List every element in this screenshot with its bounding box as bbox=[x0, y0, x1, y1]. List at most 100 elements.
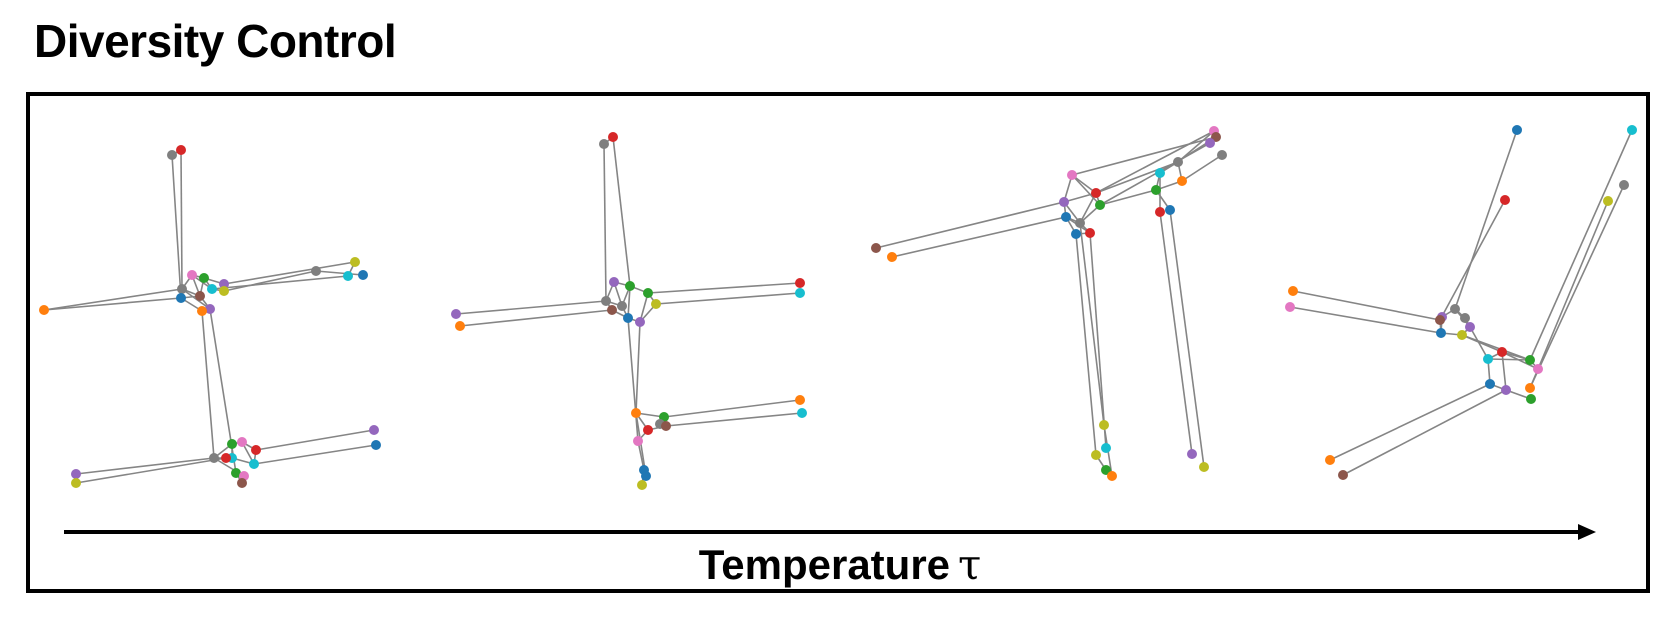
graph-edge bbox=[1095, 130, 1215, 194]
graph-node bbox=[1338, 470, 1348, 480]
graph-edge bbox=[1075, 233, 1097, 456]
graph-panel-2 bbox=[451, 132, 807, 490]
graph-node bbox=[607, 305, 617, 315]
graph-edge bbox=[1169, 209, 1205, 468]
graph-node bbox=[1457, 330, 1467, 340]
graph-panel-4 bbox=[1285, 125, 1637, 480]
graph-node bbox=[199, 273, 209, 283]
graph-node bbox=[195, 291, 205, 301]
graph-node bbox=[358, 270, 368, 280]
graph-node bbox=[1500, 195, 1510, 205]
graph-edge bbox=[1487, 358, 1531, 361]
graph-node bbox=[601, 296, 611, 306]
graph-node bbox=[1525, 355, 1535, 365]
graph-node bbox=[633, 436, 643, 446]
graph-node bbox=[343, 271, 353, 281]
graph-node bbox=[1173, 157, 1183, 167]
graph-node bbox=[1450, 304, 1460, 314]
graph-node bbox=[311, 266, 321, 276]
temperature-arrow-head bbox=[1578, 524, 1596, 540]
graph-node bbox=[209, 453, 219, 463]
graph-node bbox=[227, 439, 237, 449]
graph-node bbox=[643, 425, 653, 435]
graph-node bbox=[599, 139, 609, 149]
graph-node bbox=[1099, 420, 1109, 430]
graph-node bbox=[237, 478, 247, 488]
graph-edge bbox=[223, 261, 356, 285]
graph-node bbox=[1095, 200, 1105, 210]
graph-node bbox=[369, 425, 379, 435]
graph-node bbox=[1085, 228, 1095, 238]
graph-node bbox=[251, 445, 261, 455]
graph-edge bbox=[1071, 174, 1101, 206]
graph-edge bbox=[1095, 161, 1179, 194]
graph-node bbox=[1465, 322, 1475, 332]
graph-node bbox=[635, 317, 645, 327]
graph-edge bbox=[635, 321, 641, 414]
graph-node bbox=[1525, 383, 1535, 393]
graph-edge bbox=[315, 270, 364, 276]
graph-node bbox=[797, 408, 807, 418]
graph-edge bbox=[75, 457, 215, 475]
graph-edge bbox=[43, 288, 183, 311]
figure-frame bbox=[26, 92, 1650, 593]
temperature-arrow bbox=[64, 524, 1596, 540]
graph-node bbox=[451, 309, 461, 319]
graph-node bbox=[1603, 196, 1613, 206]
graph-edge bbox=[1501, 351, 1539, 370]
graph-node bbox=[1325, 455, 1335, 465]
graph-node bbox=[1187, 449, 1197, 459]
graph-edge bbox=[1461, 334, 1531, 361]
graph-node bbox=[1512, 125, 1522, 135]
graph-node bbox=[187, 270, 197, 280]
graph-edge bbox=[455, 300, 607, 315]
graph-edge bbox=[1079, 192, 1097, 224]
graph-node bbox=[1501, 385, 1511, 395]
temperature-label: Temperature bbox=[698, 541, 951, 588]
graph-edge bbox=[1289, 306, 1442, 334]
graph-edge bbox=[1454, 129, 1518, 310]
figure-title: Diversity Control bbox=[34, 15, 397, 67]
graph-edge bbox=[1159, 211, 1193, 455]
graph-edge bbox=[201, 310, 215, 459]
graph-node bbox=[623, 313, 633, 323]
graph-node bbox=[177, 284, 187, 294]
graph-edge bbox=[627, 317, 639, 442]
graph-edge bbox=[1079, 222, 1105, 426]
graph-node bbox=[176, 293, 186, 303]
graph-node bbox=[219, 279, 229, 289]
graph-edge bbox=[1071, 136, 1217, 176]
graph-node bbox=[1497, 347, 1507, 357]
graph-edge bbox=[875, 201, 1065, 249]
graph-edge bbox=[655, 292, 801, 305]
graph-node bbox=[609, 277, 619, 287]
graph-node bbox=[643, 288, 653, 298]
graph-node bbox=[176, 145, 186, 155]
graph-node bbox=[221, 453, 231, 463]
graph-node bbox=[795, 395, 805, 405]
graph-node bbox=[1533, 364, 1543, 374]
graph-node bbox=[641, 471, 651, 481]
graph-node bbox=[1485, 379, 1495, 389]
graph-node bbox=[455, 321, 465, 331]
graph-edge bbox=[1529, 129, 1633, 361]
graph-node bbox=[231, 468, 241, 478]
graph-node bbox=[871, 243, 881, 253]
graph-node bbox=[795, 288, 805, 298]
graph-node bbox=[1165, 205, 1175, 215]
graph-node bbox=[1107, 471, 1117, 481]
graph-node bbox=[1071, 229, 1081, 239]
graph-node bbox=[249, 459, 259, 469]
graph-node bbox=[1199, 462, 1209, 472]
graph-node bbox=[637, 480, 647, 490]
graph-edge bbox=[665, 412, 803, 427]
graph-node bbox=[1155, 207, 1165, 217]
tau-symbol: τ bbox=[958, 540, 982, 589]
graph-node bbox=[617, 301, 627, 311]
graph-edge bbox=[647, 282, 801, 294]
graph-edge bbox=[639, 292, 649, 323]
graph-panel-3 bbox=[871, 126, 1227, 481]
graph-node bbox=[205, 304, 215, 314]
graph-node bbox=[1101, 443, 1111, 453]
graph-node bbox=[219, 286, 229, 296]
